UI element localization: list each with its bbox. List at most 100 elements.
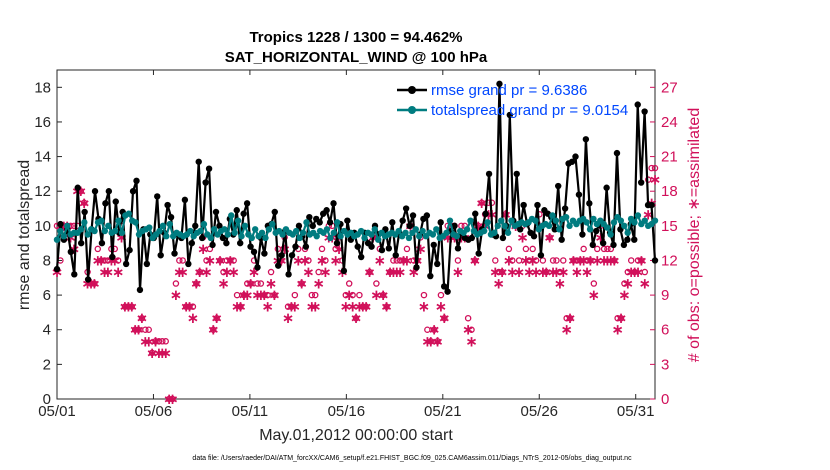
totalspread-point <box>412 226 419 233</box>
x-tick-label: 05/21 <box>424 403 462 420</box>
assimilated-obs-marker: ∗ <box>601 251 614 269</box>
assimilated-obs-marker: ∗ <box>496 263 509 281</box>
assimilated-obs-marker: ∗ <box>625 263 638 281</box>
rmse-point <box>195 158 202 165</box>
assimilated-obs-marker: ∗ <box>492 275 505 293</box>
totalspread-point <box>156 227 163 235</box>
possible-obs-marker <box>624 268 632 276</box>
possible-obs-marker <box>97 257 105 264</box>
assimilated-obs-marker: ∗ <box>564 309 577 327</box>
possible-obs-marker <box>631 268 638 276</box>
possible-obs-marker <box>478 199 485 207</box>
totalspread-point <box>248 234 255 242</box>
possible-obs-marker <box>430 326 438 333</box>
rmse-point <box>205 165 213 172</box>
possible-obs-marker <box>549 257 557 264</box>
possible-obs-marker <box>379 291 387 299</box>
possible-obs-marker <box>332 245 339 253</box>
x-tick-label: 05/01 <box>38 403 76 420</box>
rmse-point <box>261 250 268 257</box>
assimilated-obs-marker: ∗ <box>608 251 621 269</box>
possible-obs-marker <box>590 280 598 287</box>
assimilated-obs-marker: ∗ <box>438 309 451 327</box>
possible-obs-marker <box>593 245 601 253</box>
rmse-point <box>271 208 278 216</box>
assimilated-obs-marker: ∗ <box>190 275 203 293</box>
totalspread-point <box>303 219 310 226</box>
totalspread-point <box>607 231 614 238</box>
possible-obs-marker <box>420 291 428 299</box>
possible-obs-marker <box>362 303 370 310</box>
totalspread-point <box>504 229 512 236</box>
rmse-point <box>202 179 209 186</box>
rmse-point <box>285 271 292 278</box>
assimilated-obs-marker: ∗ <box>159 344 172 362</box>
rmse-point <box>216 222 223 230</box>
possible-obs-marker <box>492 257 499 264</box>
rmse-point <box>171 250 178 257</box>
x-tick-label: 05/06 <box>135 403 173 420</box>
possible-obs-marker <box>176 257 183 264</box>
rmse-point <box>57 220 64 228</box>
possible-obs-marker <box>114 257 122 264</box>
assimilated-obs-marker: ∗ <box>207 321 220 339</box>
rmse-point <box>53 265 61 273</box>
possible-obs-marker <box>566 314 574 322</box>
assimilated-obs-marker: ∗ <box>526 251 539 269</box>
possible-obs-marker <box>179 257 186 264</box>
rmse-point <box>278 252 285 259</box>
totalspread-point <box>610 219 618 226</box>
assimilated-obs-marker: ∗ <box>475 194 488 212</box>
rmse-point <box>368 243 375 250</box>
totalspread-point <box>197 227 204 235</box>
assimilated-obs-marker: ∗ <box>268 286 281 304</box>
possible-obs-marker <box>94 245 102 253</box>
rmse-point <box>610 241 617 249</box>
rmse-point <box>67 248 75 256</box>
rmse-point <box>254 264 261 271</box>
assimilated-obs-marker: ∗ <box>244 275 257 293</box>
assimilated-obs-marker: ∗ <box>357 298 370 316</box>
totalspread-point <box>84 231 91 238</box>
y-tick-label: 8 <box>43 252 51 269</box>
possible-obs-marker <box>271 291 278 299</box>
y2-tick-label: 12 <box>661 252 678 269</box>
assimilated-obs-marker: ∗ <box>299 251 312 269</box>
possible-obs-marker <box>441 314 448 322</box>
possible-obs-marker <box>577 257 584 264</box>
rmse-point <box>243 200 251 207</box>
possible-obs-marker <box>189 303 197 310</box>
y2-tick-label: 0 <box>661 391 669 408</box>
rmse-point <box>126 246 133 254</box>
totalspread-point <box>545 222 553 230</box>
rmse-point <box>247 243 254 250</box>
possible-obs-marker <box>498 268 506 276</box>
possible-obs-marker <box>80 199 88 207</box>
possible-obs-marker <box>617 314 625 322</box>
y2-tick-label: 24 <box>661 114 678 131</box>
rmse-point <box>136 286 144 294</box>
assimilated-obs-marker: ∗ <box>91 251 104 269</box>
totalspread-point <box>258 229 266 236</box>
rmse-point <box>440 283 448 290</box>
assimilated-obs-marker: ∗ <box>210 309 223 327</box>
y2-axis-label: # of obs: o=possible; ∗=assimilated <box>686 108 703 362</box>
possible-obs-marker <box>641 268 649 276</box>
assimilated-obs-marker: ∗ <box>540 263 553 281</box>
totalspread-point <box>132 219 139 226</box>
totalspread-point <box>357 227 365 235</box>
possible-obs-marker <box>495 268 502 276</box>
assimilated-obs-marker: ∗ <box>180 298 193 316</box>
rmse-point <box>167 213 175 221</box>
assimilated-obs-marker: ∗ <box>605 251 618 269</box>
possible-obs-marker <box>142 326 149 333</box>
possible-obs-marker <box>638 257 645 264</box>
totalspread-point <box>125 210 132 217</box>
totalspread-point <box>207 234 214 242</box>
assimilated-obs-marker: ∗ <box>136 309 149 327</box>
totalspread-point <box>81 219 88 226</box>
possible-obs-marker <box>227 257 234 264</box>
y-tick-label: 6 <box>43 287 51 304</box>
assimilated-obs-marker: ∗ <box>424 332 437 350</box>
totalspread-point <box>163 233 170 240</box>
